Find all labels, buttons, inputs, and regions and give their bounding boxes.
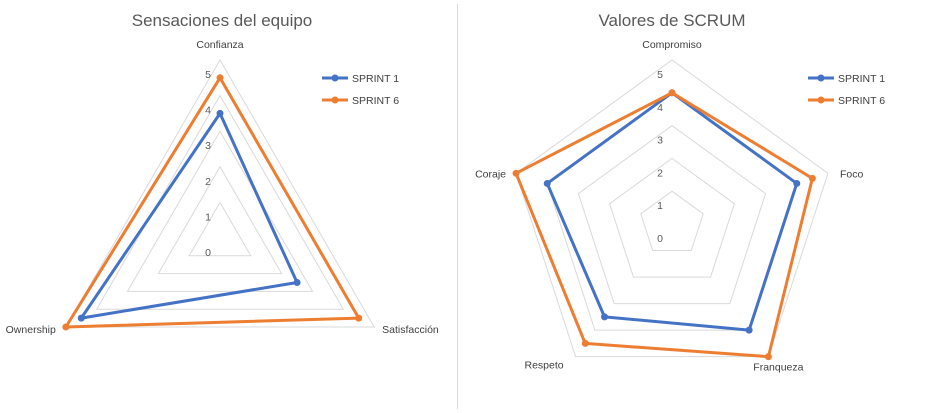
- data-point-sprint-6-coraje: [512, 169, 520, 177]
- series-sprint-6: [62, 74, 363, 331]
- tick-label-3: 3: [205, 140, 211, 152]
- axis-labels: Confianza Satisfacción Ownership: [6, 39, 439, 336]
- panel-divider: [457, 4, 458, 409]
- axis-label-confianza: Confianza: [196, 39, 243, 51]
- legend-marker: [331, 96, 339, 104]
- legend-item-sprint-1: SPRINT 1: [322, 73, 399, 85]
- radar-chart-sensaciones: Sensaciones del equipo 0 1 2 3 4 5 Confianza Sat…: [6, 11, 439, 336]
- data-point-sprint-1-franqueza: [745, 326, 753, 334]
- grid-ring-2: [609, 157, 735, 278]
- legend-marker: [331, 74, 339, 82]
- chart-title: Valores de SCRUM: [598, 11, 745, 30]
- legend-item-sprint-6: SPRINT 6: [808, 95, 885, 107]
- series-line-sprint-1: [79, 111, 299, 320]
- tick-label-0: 0: [657, 233, 663, 245]
- legend-marker: [817, 74, 825, 82]
- legend-label: SPRINT 6: [352, 95, 399, 107]
- legend-marker: [817, 96, 825, 104]
- data-point-sprint-6-confianza: [216, 74, 224, 82]
- legend-item-sprint-1: SPRINT 1: [808, 73, 885, 85]
- data-point-sprint-1-confianza: [216, 109, 224, 117]
- axis-labels: Compromiso Foco Franqueza Respeto Coraje: [475, 39, 863, 374]
- data-point-sprint-6-foco: [808, 174, 816, 182]
- legend-label: SPRINT 1: [352, 73, 399, 85]
- tick-label-5: 5: [205, 69, 211, 81]
- tick-label-5: 5: [657, 69, 663, 81]
- tick-label-0: 0: [205, 247, 211, 259]
- grid-ring-5: [515, 59, 829, 358]
- data-point-sprint-6-satisfaccion: [355, 314, 363, 322]
- grid-ring-3: [577, 124, 767, 305]
- data-point-sprint-6-respeto: [581, 339, 589, 347]
- tick-label-1: 1: [657, 200, 663, 212]
- series-sprint-1: [77, 109, 301, 322]
- tick-labels: 0 1 2 3 4 5: [657, 69, 663, 245]
- grid-ring-2: [157, 165, 283, 275]
- legend-label: SPRINT 1: [838, 73, 885, 85]
- tick-label-3: 3: [657, 135, 663, 147]
- grid-ring-1: [188, 201, 252, 257]
- axis-label-compromiso: Compromiso: [642, 39, 702, 51]
- data-point-sprint-1-ownership: [77, 314, 85, 322]
- radar-chart-scrum: Valores de SCRUM 0 1 2 3 4 5 Compromiso Foco Fran…: [475, 11, 885, 374]
- tick-label-1: 1: [205, 211, 211, 223]
- legend: SPRINT 1 SPRINT 6: [808, 73, 885, 107]
- series-sprint-6: [512, 89, 816, 361]
- axis-label-coraje: Coraje: [475, 168, 506, 180]
- data-point-sprint-1-satisfaccion: [293, 279, 301, 286]
- legend: SPRINT 1 SPRINT 6: [322, 73, 399, 107]
- data-point-sprint-1-coraje: [543, 179, 551, 187]
- legend-label: SPRINT 6: [838, 95, 885, 107]
- data-point-sprint-6-ownership: [62, 323, 70, 331]
- series-line-sprint-1: [545, 91, 799, 332]
- axis-label-satisfaccion: Satisfacción: [382, 324, 439, 336]
- grid-ring-5: [64, 59, 376, 328]
- data-point-sprint-6-franqueza: [764, 353, 772, 361]
- tick-label-2: 2: [657, 167, 663, 179]
- series-line-sprint-6: [514, 91, 814, 359]
- data-point-sprint-1-foco: [793, 179, 801, 187]
- tick-label-4: 4: [657, 102, 663, 114]
- axis-label-ownership: Ownership: [6, 324, 56, 336]
- axis-label-foco: Foco: [840, 168, 864, 180]
- tick-label-2: 2: [205, 176, 211, 188]
- legend-item-sprint-6: SPRINT 6: [322, 95, 399, 107]
- axis-label-franqueza: Franqueza: [753, 362, 803, 374]
- axis-label-respeto: Respeto: [524, 360, 563, 372]
- chart-title: Sensaciones del equipo: [132, 11, 313, 30]
- grid-ring-1: [640, 190, 704, 252]
- data-point-sprint-6-compromiso: [668, 89, 676, 97]
- series-line-sprint-6: [64, 76, 361, 329]
- tick-label-4: 4: [205, 105, 211, 117]
- chart-panel-scrum: Valores de SCRUM 0 1 2 3 4 5 Compromiso Foco Fran…: [458, 0, 926, 413]
- tick-labels: 0 1 2 3 4 5: [205, 69, 211, 259]
- grid: [515, 59, 829, 358]
- data-point-sprint-1-respeto: [601, 313, 609, 321]
- chart-panel-sensaciones: Sensaciones del equipo 0 1 2 3 4 5 Confianza Sat…: [0, 0, 458, 413]
